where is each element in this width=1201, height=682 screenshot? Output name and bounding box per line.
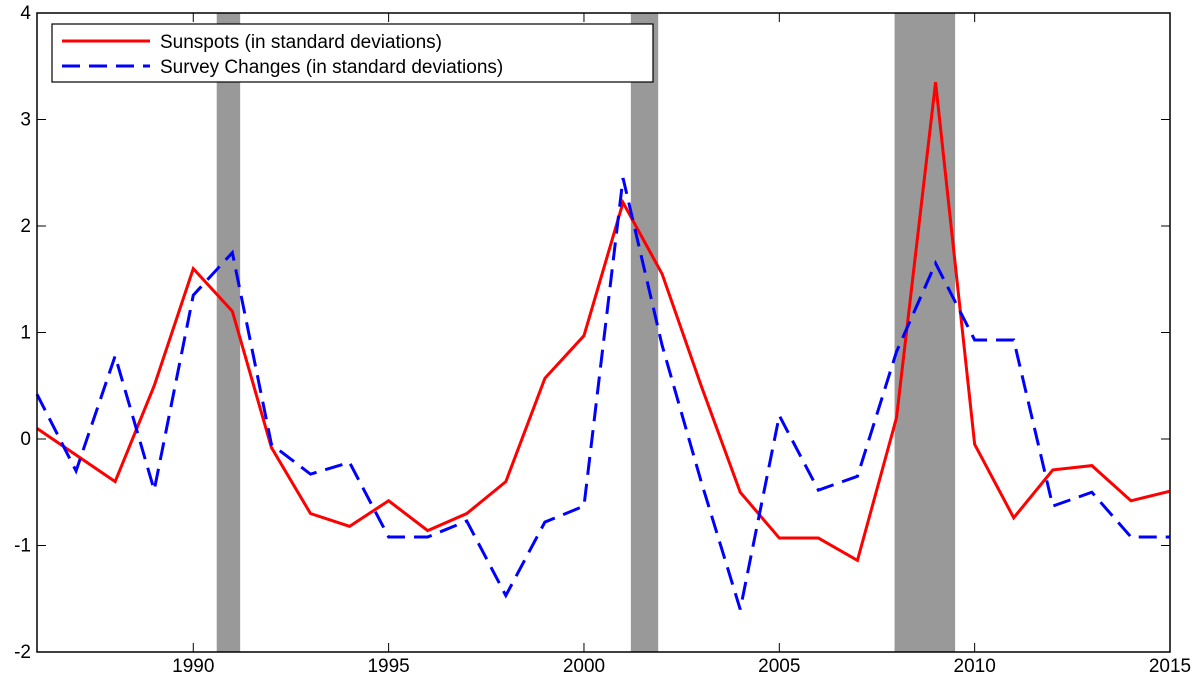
legend-label: Sunspots (in standard deviations): [160, 32, 442, 53]
x-tick-label: 1995: [367, 656, 409, 677]
x-tick-label: 2000: [563, 656, 605, 677]
y-tick-label: 3: [20, 110, 31, 131]
y-tick-label: 4: [20, 3, 31, 24]
recession-shade: [630, 13, 659, 652]
legend-label: Survey Changes (in standard deviations): [160, 57, 503, 78]
y-tick-label: -2: [14, 642, 31, 663]
series-line: [36, 82, 1171, 563]
series-line: [35, 177, 1170, 610]
plot-frame: [36, 12, 1171, 653]
x-tick-label: 2005: [758, 656, 800, 677]
x-tick-label: 2010: [954, 656, 996, 677]
y-tick-label: -1: [14, 536, 31, 557]
y-tick-label: 0: [20, 429, 31, 450]
legend: Sunspots (in standard deviations) Survey …: [51, 23, 654, 83]
x-tick-label: 2015: [1149, 656, 1191, 677]
x-tick-label: 1990: [172, 656, 214, 677]
recession-shade: [216, 13, 241, 652]
y-tick-label: 1: [20, 323, 31, 344]
legend-box: [51, 23, 654, 83]
y-tick-label: 2: [20, 216, 31, 237]
